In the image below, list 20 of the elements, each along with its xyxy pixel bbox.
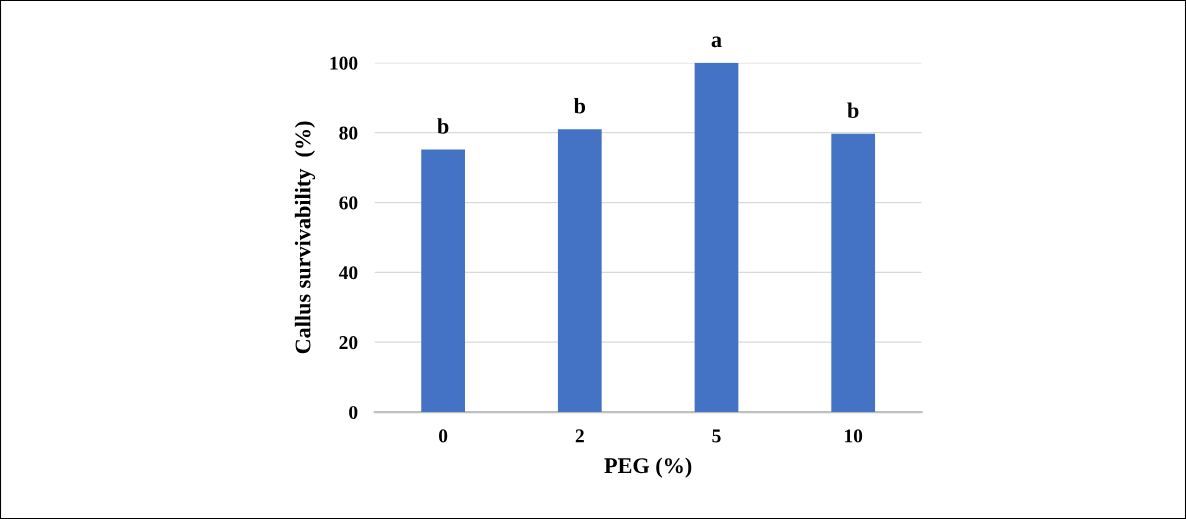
y-tick-label: 20 [339, 336, 358, 350]
y-axis-title: Callus survivability (%) [294, 121, 316, 354]
y-tick-label: 0 [349, 405, 358, 420]
bar [421, 149, 465, 413]
bar [557, 129, 602, 413]
annotation: b [573, 97, 586, 114]
x-tick-label: 10 [845, 429, 863, 443]
y-tick-label: 40 [338, 266, 358, 280]
bar [831, 133, 876, 413]
y-tick-label: 60 [339, 196, 358, 210]
x-tick-label: 2 [575, 429, 584, 443]
annotation: b [437, 118, 449, 134]
annotation: a [711, 36, 722, 48]
x-axis-title: PEG (%) [604, 457, 692, 478]
y-tick-label: 100 [330, 56, 358, 70]
y-tick-label: 80 [339, 126, 358, 140]
x-tick-label: 0 [439, 429, 448, 443]
x-tick-label: 5 [712, 429, 721, 443]
annotation: b [847, 102, 859, 119]
bar [694, 62, 739, 413]
